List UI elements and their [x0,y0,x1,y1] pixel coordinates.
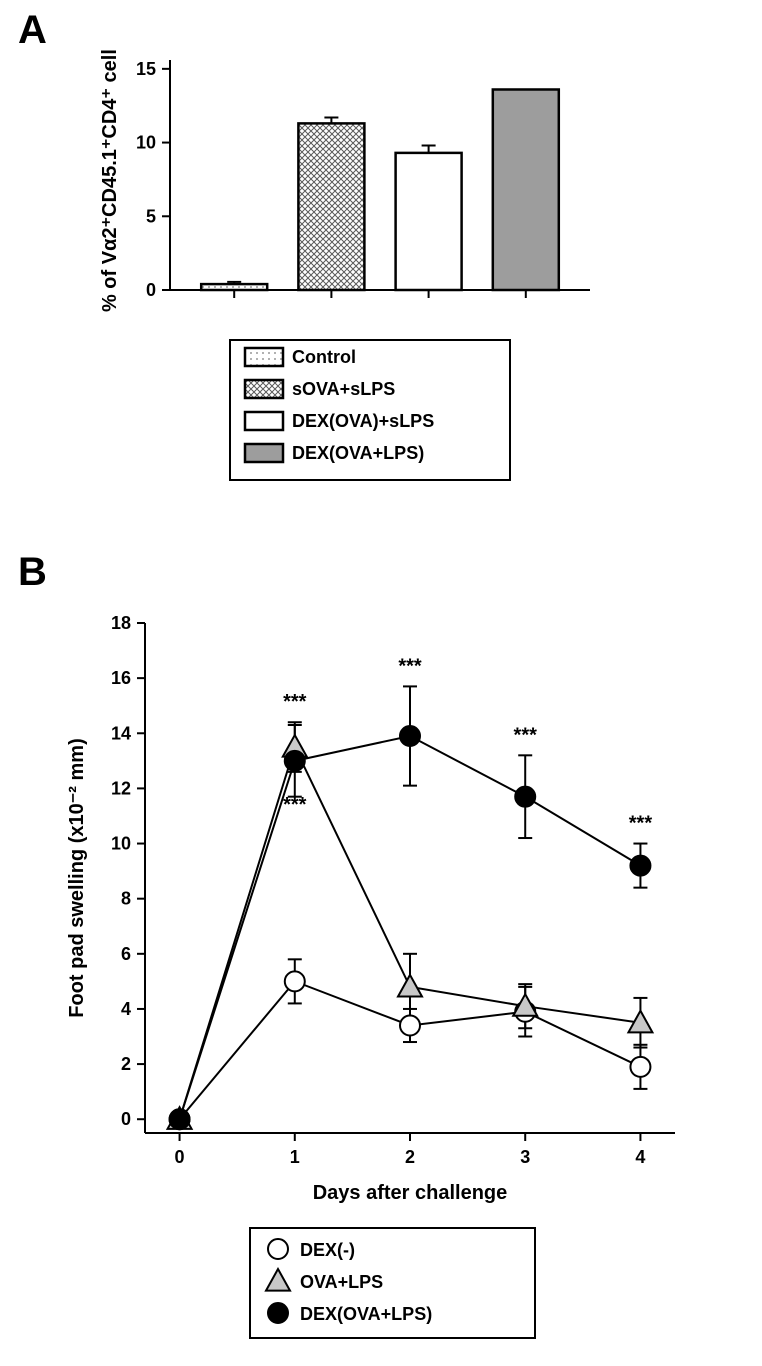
svg-text:DEX(OVA+LPS): DEX(OVA+LPS) [300,1304,432,1324]
panel-a-label: A [18,8,47,53]
svg-text:10: 10 [136,133,156,153]
svg-text:sOVA+sLPS: sOVA+sLPS [292,379,395,399]
svg-text:12: 12 [111,778,131,798]
svg-text:3: 3 [520,1147,530,1167]
svg-text:Foot pad swelling (x10⁻² mm): Foot pad swelling (x10⁻² mm) [66,738,88,1017]
svg-text:DEX(OVA)+sLPS: DEX(OVA)+sLPS [292,411,434,431]
svg-text:DEX(-): DEX(-) [300,1240,355,1260]
svg-text:***: *** [629,813,653,835]
svg-text:4: 4 [121,999,131,1019]
svg-text:18: 18 [111,613,131,633]
svg-text:0: 0 [146,280,156,300]
svg-text:1: 1 [290,1147,300,1167]
svg-text:2: 2 [121,1054,131,1074]
svg-text:4: 4 [635,1147,645,1167]
svg-text:0: 0 [175,1147,185,1167]
svg-text:DEX(OVA+LPS): DEX(OVA+LPS) [292,443,424,463]
svg-text:Control: Control [292,347,356,367]
svg-text:***: *** [283,794,307,816]
svg-text:10: 10 [111,834,131,854]
svg-text:6: 6 [121,944,131,964]
svg-text:2: 2 [405,1147,415,1167]
panel-a-chart: 0 5 10 15 % of Vα2⁺CD45.1⁺CD4⁺ cells Control s… [80,50,700,550]
svg-text:OVA+LPS: OVA+LPS [300,1272,383,1292]
svg-text:14: 14 [111,723,131,743]
svg-text:8: 8 [121,889,131,909]
svg-text:***: *** [283,691,307,713]
svg-text:0: 0 [121,1109,131,1129]
svg-text:5: 5 [146,206,156,226]
svg-text:***: *** [514,724,538,746]
svg-text:15: 15 [136,59,156,79]
svg-text:% of Vα2⁺CD45.1⁺CD4⁺ cells: % of Vα2⁺CD45.1⁺CD4⁺ cells [99,50,121,312]
panel-b-label: B [18,550,47,595]
panel-b-chart: 02468101214161801234Foot pad swelling (x… [40,608,740,1348]
svg-text:***: *** [398,655,422,677]
svg-text:16: 16 [111,668,131,688]
svg-text:Days after challenge: Days after challenge [313,1182,508,1204]
